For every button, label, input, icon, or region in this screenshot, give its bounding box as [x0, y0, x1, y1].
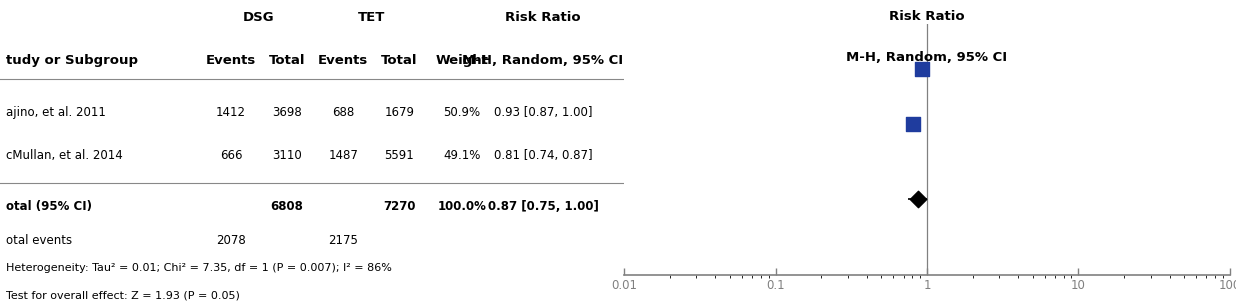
- Text: M-H, Random, 95% CI: M-H, Random, 95% CI: [847, 51, 1007, 64]
- Text: 1487: 1487: [329, 149, 358, 162]
- Text: otal (95% CI): otal (95% CI): [6, 200, 93, 214]
- Text: DSG: DSG: [243, 11, 274, 24]
- Text: ajino, et al. 2011: ajino, et al. 2011: [6, 106, 106, 119]
- Text: 1679: 1679: [384, 106, 414, 119]
- Text: 3698: 3698: [272, 106, 302, 119]
- Text: 100.0%: 100.0%: [438, 200, 486, 214]
- Text: 5591: 5591: [384, 149, 414, 162]
- Text: TET: TET: [357, 11, 386, 24]
- Point: [912, 67, 932, 72]
- Text: Events: Events: [206, 54, 256, 67]
- Text: Weight: Weight: [435, 54, 488, 67]
- Text: 1412: 1412: [216, 106, 246, 119]
- Text: 666: 666: [220, 149, 242, 162]
- Text: 7270: 7270: [383, 200, 415, 214]
- Text: Total: Total: [381, 54, 418, 67]
- Point: [908, 197, 928, 202]
- Text: Risk Ratio: Risk Ratio: [889, 10, 965, 23]
- Text: tudy or Subgroup: tudy or Subgroup: [6, 54, 138, 67]
- Text: 49.1%: 49.1%: [444, 149, 481, 162]
- Text: 6808: 6808: [271, 200, 304, 214]
- Text: M-H, Random, 95% CI: M-H, Random, 95% CI: [462, 54, 624, 67]
- Text: 0.81 [0.74, 0.87]: 0.81 [0.74, 0.87]: [493, 149, 592, 162]
- Point: [904, 122, 923, 127]
- Text: 0.93 [0.87, 1.00]: 0.93 [0.87, 1.00]: [494, 106, 592, 119]
- Text: otal events: otal events: [6, 234, 73, 247]
- Text: 3110: 3110: [272, 149, 302, 162]
- Text: Risk Ratio: Risk Ratio: [506, 11, 581, 24]
- Text: Total: Total: [269, 54, 305, 67]
- Text: 0.87 [0.75, 1.00]: 0.87 [0.75, 1.00]: [487, 200, 598, 214]
- Text: 2175: 2175: [329, 234, 358, 247]
- Text: cMullan, et al. 2014: cMullan, et al. 2014: [6, 149, 124, 162]
- Text: Heterogeneity: Tau² = 0.01; Chi² = 7.35, df = 1 (P = 0.007); I² = 86%: Heterogeneity: Tau² = 0.01; Chi² = 7.35,…: [6, 264, 392, 274]
- Text: 2078: 2078: [216, 234, 246, 247]
- Text: 688: 688: [332, 106, 355, 119]
- Text: 50.9%: 50.9%: [444, 106, 481, 119]
- Text: Test for overall effect: Z = 1.93 (P = 0.05): Test for overall effect: Z = 1.93 (P = 0…: [6, 291, 240, 301]
- Text: Events: Events: [318, 54, 368, 67]
